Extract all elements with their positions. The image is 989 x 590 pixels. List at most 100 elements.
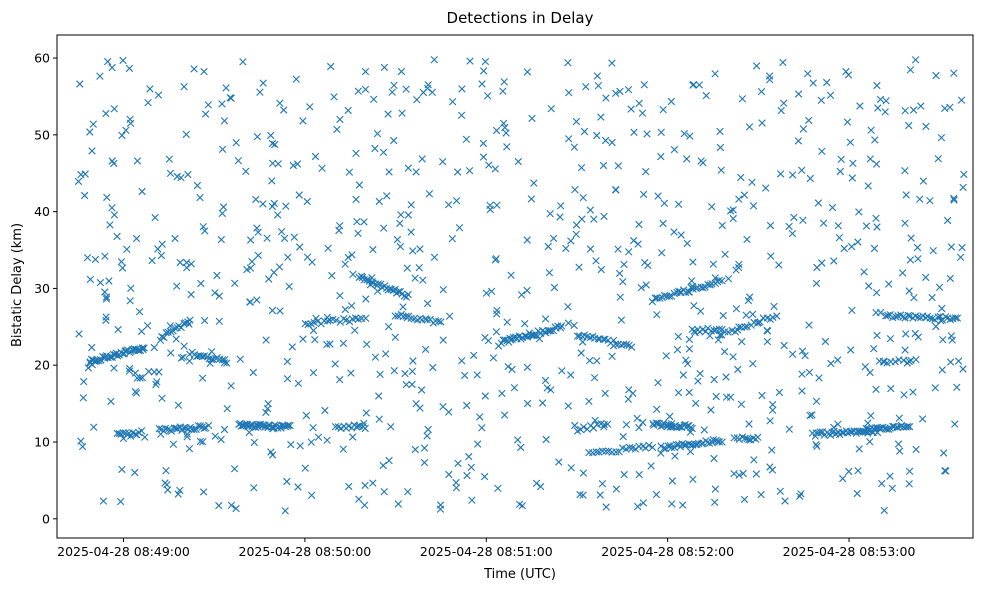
data-point bbox=[521, 320, 529, 328]
data-point bbox=[206, 359, 214, 367]
data-point bbox=[909, 106, 918, 114]
data-point bbox=[855, 445, 863, 453]
data-point bbox=[517, 443, 525, 452]
data-point bbox=[352, 195, 360, 204]
data-point bbox=[160, 333, 168, 342]
data-point bbox=[627, 343, 636, 351]
data-point bbox=[183, 264, 191, 272]
data-point bbox=[102, 316, 110, 325]
data-point bbox=[798, 387, 806, 395]
data-point bbox=[635, 470, 643, 479]
data-point bbox=[916, 195, 924, 203]
data-point bbox=[133, 374, 141, 382]
chart-title: Detections in Delay bbox=[447, 9, 594, 27]
data-point bbox=[292, 75, 300, 83]
data-point bbox=[110, 364, 118, 372]
data-point bbox=[946, 274, 954, 283]
data-point bbox=[360, 218, 368, 226]
data-point bbox=[434, 317, 443, 325]
data-point bbox=[668, 500, 676, 508]
data-point bbox=[250, 484, 258, 492]
data-point bbox=[541, 315, 550, 323]
data-point bbox=[926, 314, 934, 322]
data-point bbox=[901, 346, 909, 354]
data-point bbox=[253, 133, 262, 141]
data-point bbox=[177, 354, 186, 362]
data-point bbox=[444, 201, 453, 209]
data-point bbox=[373, 287, 382, 295]
data-point bbox=[411, 274, 419, 282]
data-point bbox=[954, 357, 963, 365]
data-point bbox=[478, 80, 486, 88]
data-point bbox=[155, 424, 163, 433]
data-point bbox=[220, 117, 229, 125]
data-point bbox=[198, 374, 207, 382]
data-point bbox=[333, 125, 341, 134]
data-point bbox=[579, 469, 588, 477]
data-point bbox=[719, 311, 727, 320]
data-point bbox=[743, 323, 751, 331]
data-point bbox=[304, 320, 312, 329]
plot-area bbox=[57, 35, 973, 538]
data-point bbox=[345, 482, 353, 491]
data-point bbox=[862, 222, 871, 230]
data-point bbox=[96, 278, 105, 287]
data-point bbox=[886, 335, 895, 343]
data-point bbox=[478, 424, 486, 432]
data-point bbox=[558, 367, 566, 375]
data-point bbox=[894, 312, 902, 320]
data-point bbox=[76, 80, 84, 88]
data-point bbox=[171, 234, 179, 243]
data-point bbox=[326, 340, 334, 348]
data-point bbox=[620, 260, 628, 269]
data-point bbox=[806, 174, 814, 183]
data-points bbox=[74, 56, 968, 515]
data-point bbox=[884, 311, 892, 320]
data-point bbox=[798, 166, 806, 174]
data-point bbox=[597, 113, 605, 121]
data-point bbox=[880, 506, 888, 515]
data-point bbox=[827, 359, 835, 368]
data-point bbox=[579, 491, 587, 499]
data-point bbox=[716, 127, 724, 136]
data-point bbox=[387, 423, 395, 431]
data-point bbox=[637, 284, 645, 292]
data-point bbox=[814, 199, 823, 207]
data-point bbox=[77, 437, 85, 445]
data-point bbox=[89, 120, 97, 128]
data-point bbox=[107, 397, 115, 406]
data-point bbox=[848, 174, 856, 182]
data-point bbox=[373, 130, 382, 138]
data-point bbox=[484, 337, 493, 345]
data-point bbox=[140, 344, 148, 352]
data-point bbox=[208, 348, 216, 356]
data-point bbox=[905, 121, 913, 130]
data-point bbox=[127, 284, 135, 292]
data-point bbox=[492, 328, 501, 336]
data-point bbox=[523, 399, 532, 408]
data-point bbox=[439, 158, 447, 166]
data-point bbox=[402, 85, 410, 93]
data-point bbox=[423, 432, 431, 440]
data-point bbox=[578, 215, 586, 223]
data-point bbox=[654, 192, 662, 200]
data-point bbox=[499, 119, 508, 128]
data-point bbox=[867, 126, 875, 134]
data-point bbox=[849, 159, 857, 167]
data-point bbox=[891, 358, 899, 366]
data-point bbox=[699, 284, 707, 292]
data-point bbox=[870, 345, 878, 353]
data-point bbox=[914, 255, 922, 263]
data-point bbox=[866, 368, 874, 377]
data-point bbox=[639, 499, 647, 507]
data-point bbox=[729, 353, 737, 361]
data-point bbox=[465, 167, 474, 175]
data-point bbox=[215, 501, 223, 510]
data-point bbox=[826, 91, 835, 99]
data-point bbox=[81, 170, 89, 178]
data-point bbox=[318, 164, 326, 172]
data-point bbox=[353, 218, 361, 226]
data-point bbox=[110, 211, 119, 219]
data-point bbox=[882, 97, 890, 105]
data-point bbox=[232, 139, 240, 147]
